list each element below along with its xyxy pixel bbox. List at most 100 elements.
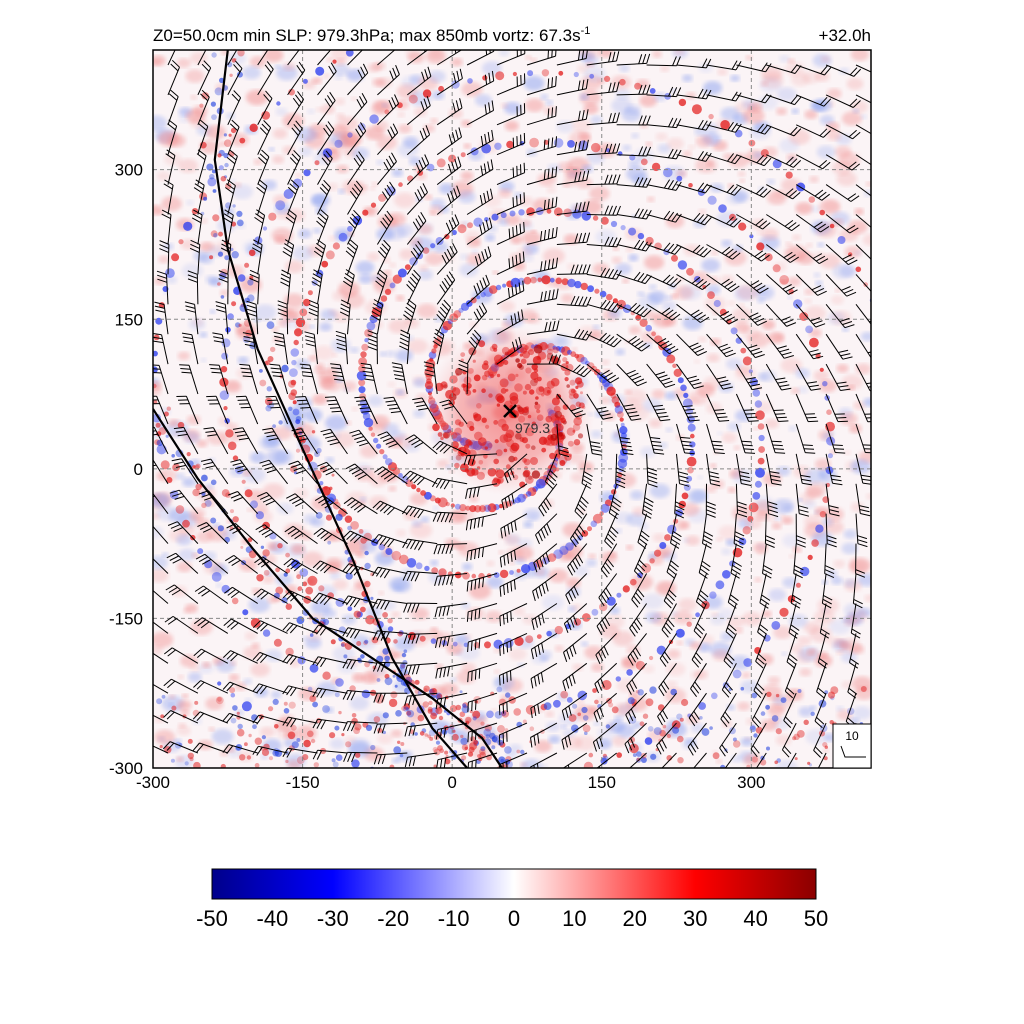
boundary-band-cell [732,737,737,742]
storm-core-cell [541,393,545,397]
front-band-cell [275,586,284,595]
spiral-band-cell [606,293,613,301]
boundary-band-cell [632,753,637,757]
vorticity-patch [451,58,463,67]
spiral-band-cell [175,505,185,514]
barb-feather [324,396,336,398]
vorticity-patch [418,269,433,281]
boundary-band-cell [647,726,654,732]
barb-feather [498,705,501,716]
spiral-band-cell [645,324,652,332]
storm-core-cell [522,406,529,414]
vorticity-patch [388,485,397,492]
vorticity-patch [638,522,649,531]
vorticity-patch [638,293,661,310]
vorticity-patch [372,78,385,87]
front-band-cell [210,479,217,486]
spiral-band-cell [171,253,180,262]
spiral-band-cell [384,288,392,295]
vorticity-patch [786,153,798,162]
vorticity-patch [666,680,678,689]
front-band-cell [235,322,241,328]
vorticity-patch [177,700,192,711]
vorticity-patch [329,738,345,750]
spiral-band-cell [435,237,444,245]
boundary-band-cell [642,713,649,719]
storm-core-cell [496,395,505,404]
front-band-cell [467,751,474,757]
vorticity-patch [804,305,826,321]
boundary-band-cell [331,758,336,763]
spiral-band-cell [525,635,534,644]
boundary-band-cell [749,725,757,733]
vorticity-patch [505,533,521,545]
front-band-cell [259,379,267,387]
vorticity-patch [590,430,603,439]
boundary-band-cell [332,761,339,768]
barb-staff [196,274,199,305]
front-band-cell [364,661,370,668]
spiral-band-cell [521,564,531,574]
spiral-band-cell [436,158,446,168]
storm-core-cell [437,432,443,437]
spiral-band-cell [358,365,366,373]
vorticity-patch [499,300,516,312]
vorticity-patch [209,277,222,287]
front-band-cell [436,693,443,700]
boundary-band-cell [765,704,770,710]
front-band-cell [393,639,398,644]
vorticity-patch [682,74,693,82]
spiral-band-cell [299,568,309,577]
front-band-cell [229,73,233,78]
vorticity-patch [694,359,701,364]
vorticity-patch [464,230,481,243]
spiral-band-cell [250,618,261,628]
front-band-cell [224,255,230,261]
vorticity-patch [820,55,831,63]
vorticity-patch [630,490,644,500]
boundary-band-cell [432,688,437,693]
front-band-cell [265,360,271,366]
front-band-cell [461,744,469,751]
vorticity-patch [841,542,858,555]
spiral-band-cell [500,212,507,219]
spiral-band-cell [424,565,430,572]
boundary-band-cell [187,752,194,759]
vorticity-patch [342,614,357,625]
front-band-cell [211,114,217,120]
barb-feather [331,410,342,413]
spiral-band-cell [587,526,592,532]
spiral-band-cell [344,515,353,523]
boundary-band-cell [720,764,726,768]
front-band-cell [438,715,444,721]
boundary-band-cell [740,686,745,691]
vorticity-patch [337,132,359,148]
vorticity-patch [827,311,846,325]
boundary-band-cell [775,693,780,698]
barb-feather [833,448,845,450]
spiral-band-cell [837,236,846,244]
spiral-band-cell [385,769,394,778]
vorticity-patch [430,118,438,124]
vorticity-patch [757,95,779,111]
front-band-cell [223,152,229,159]
spiral-band-cell [822,381,828,387]
vorticity-patch [513,607,526,616]
front-band-cell [314,451,320,458]
vorticity-patch [730,74,740,82]
vorticity-patch [307,108,315,115]
spiral-band-cell [677,260,688,270]
spiral-band-cell [385,458,393,466]
barb-feather [135,647,143,653]
vorticity-patch [337,660,357,674]
vorticity-patch [854,250,862,256]
front-band-cell [217,525,224,532]
vorticity-patch [826,88,842,99]
spiral-band-cell [302,78,308,84]
vorticity-patch [237,356,249,365]
vorticity-patch [287,759,302,768]
spiral-band-cell [230,692,236,698]
spiral-band-cell [683,392,689,398]
vorticity-patch [250,662,270,677]
front-band-cell [285,603,292,610]
